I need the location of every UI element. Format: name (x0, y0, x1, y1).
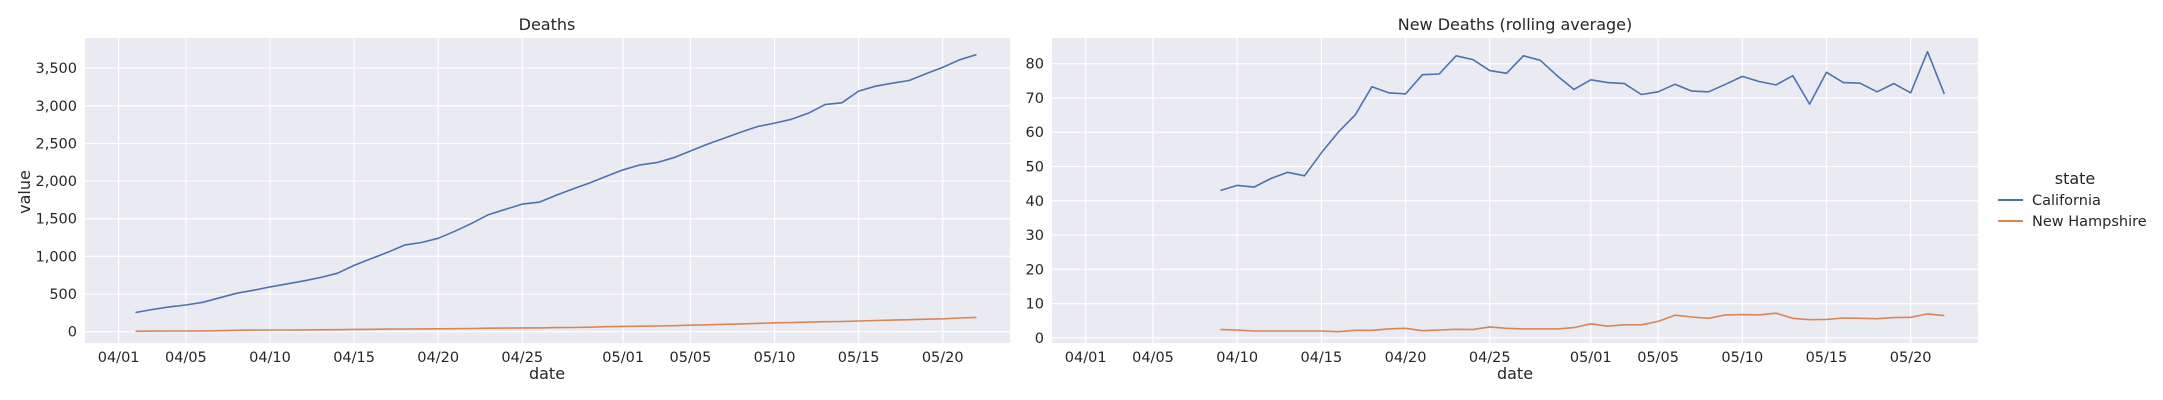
y-tick-labels: 0 500 1,000 1,500 2,000 2,500 3,000 3,500 (35, 61, 77, 341)
chart-title: Deaths (519, 15, 576, 34)
y-tick-label: 0 (1035, 331, 1044, 347)
y-tick-label: 3,000 (35, 99, 77, 115)
series-line-california (135, 53, 977, 314)
chart-title: New Deaths (rolling average) (1398, 15, 1633, 34)
y-axis-label: value (15, 170, 34, 214)
x-tick-label: 04/01 (1065, 350, 1107, 366)
x-axis-label: date (1497, 364, 1533, 383)
y-tick-label: 80 (1026, 57, 1044, 73)
y-tick-label: 0 (68, 325, 77, 341)
series-line-california (1220, 50, 1946, 192)
x-tick-label: 04/01 (98, 350, 140, 366)
y-tick-label: 30 (1026, 228, 1044, 244)
x-tick-label: 05/01 (602, 350, 644, 366)
x-tick-label: 05/05 (1637, 350, 1679, 366)
x-tick-label: 04/25 (1469, 350, 1511, 366)
x-tick-label: 04/05 (1132, 350, 1174, 366)
y-tick-labels: 0 10 20 30 40 50 60 70 80 (1026, 57, 1044, 347)
series-line-new-hampshire (135, 316, 977, 333)
x-tick-label: 05/15 (1806, 350, 1848, 366)
x-tick-label: 04/05 (165, 350, 207, 366)
legend-label-california: California (2032, 193, 2101, 209)
deaths-chart: 04/01 04/05 04/10 04/15 04/20 04/25 05/01 05/05… (15, 15, 1010, 383)
y-tick-label: 20 (1026, 262, 1044, 278)
y-tick-label: 60 (1026, 125, 1044, 141)
gridlines (85, 38, 1010, 343)
x-tick-labels: 04/01 04/05 04/10 04/15 04/20 04/25 05/01 05/05… (98, 350, 964, 366)
plot-area (1052, 38, 1978, 343)
y-tick-label: 3,500 (35, 61, 77, 77)
series-line-new-hampshire (1220, 312, 1945, 333)
x-tick-label: 04/20 (417, 350, 459, 366)
x-tick-label: 05/20 (922, 350, 964, 366)
gridlines (1052, 38, 1978, 343)
y-tick-label: 500 (49, 287, 77, 303)
x-tick-label: 05/10 (754, 350, 796, 366)
series-lines (135, 53, 977, 333)
x-tick-label: 05/15 (838, 350, 880, 366)
legend-title: state (2055, 169, 2096, 188)
x-tick-label: 05/20 (1890, 350, 1932, 366)
new-deaths-chart: 04/01 04/05 04/10 04/15 04/20 04/25 05/01 05/05… (1026, 15, 1978, 383)
y-tick-label: 1,000 (35, 249, 77, 265)
y-tick-label: 50 (1026, 160, 1044, 176)
x-tick-label: 05/01 (1570, 350, 1612, 366)
y-tick-label: 70 (1026, 91, 1044, 107)
x-tick-label: 05/05 (670, 350, 712, 366)
x-tick-label: 04/10 (1216, 350, 1258, 366)
legend-label-new-hampshire: New Hampshire (2032, 214, 2147, 230)
x-axis-label: date (529, 364, 565, 383)
x-tick-label: 04/10 (249, 350, 291, 366)
x-tick-label: 04/25 (501, 350, 543, 366)
y-tick-label: 2,000 (35, 174, 77, 190)
y-tick-label: 2,500 (35, 136, 77, 152)
y-tick-label: 10 (1026, 297, 1044, 313)
y-tick-label: 40 (1026, 194, 1044, 210)
series-lines (1220, 50, 1946, 333)
x-tick-label: 05/10 (1721, 350, 1763, 366)
y-tick-label: 1,500 (35, 212, 77, 228)
x-tick-label: 04/20 (1385, 350, 1427, 366)
legend: state California New Hampshire (1998, 169, 2147, 230)
x-tick-label: 04/15 (1300, 350, 1342, 366)
x-tick-labels: 04/01 04/05 04/10 04/15 04/20 04/25 05/01 05/05… (1065, 350, 1932, 366)
x-tick-label: 04/15 (333, 350, 375, 366)
